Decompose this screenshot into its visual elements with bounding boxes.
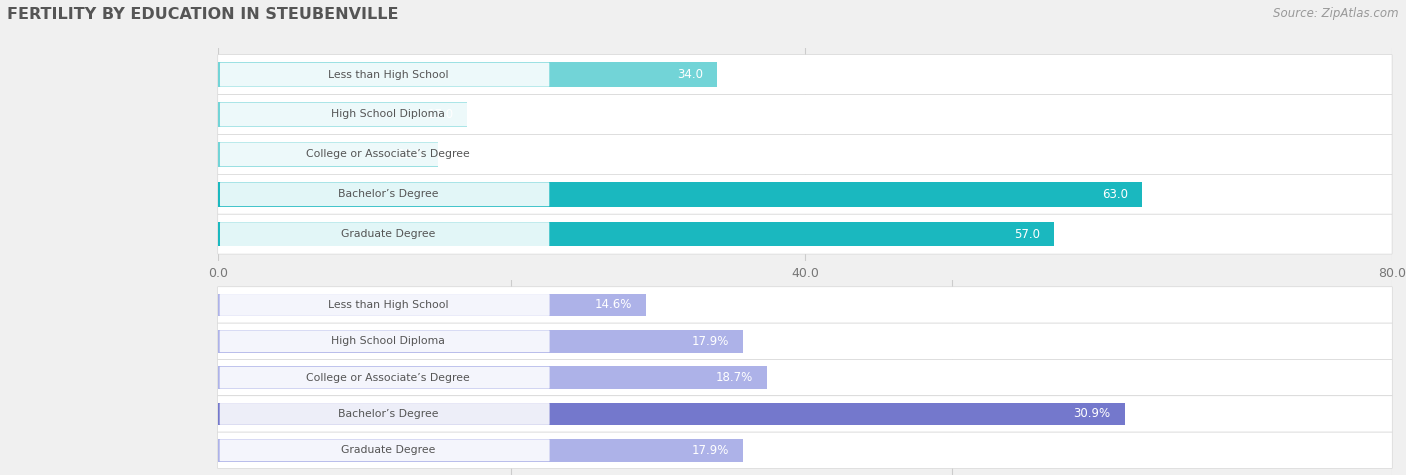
FancyBboxPatch shape	[218, 55, 1392, 95]
Bar	[218, 403, 1125, 425]
FancyBboxPatch shape	[219, 222, 550, 246]
Bar	[218, 439, 744, 462]
Text: 17.0: 17.0	[427, 108, 453, 121]
Text: High School Diploma: High School Diploma	[332, 110, 446, 120]
FancyBboxPatch shape	[219, 331, 550, 352]
Bar	[218, 62, 717, 87]
FancyBboxPatch shape	[219, 439, 550, 461]
Text: Source: ZipAtlas.com: Source: ZipAtlas.com	[1274, 7, 1399, 20]
FancyBboxPatch shape	[219, 294, 550, 316]
Text: 17.9%: 17.9%	[692, 444, 730, 457]
Text: 14.6%: 14.6%	[595, 298, 633, 312]
Text: Bachelor’s Degree: Bachelor’s Degree	[337, 409, 439, 419]
FancyBboxPatch shape	[219, 403, 550, 425]
Text: Graduate Degree: Graduate Degree	[342, 229, 436, 239]
FancyBboxPatch shape	[218, 432, 1392, 468]
FancyBboxPatch shape	[218, 174, 1392, 214]
Text: 57.0: 57.0	[1014, 228, 1040, 241]
FancyBboxPatch shape	[218, 214, 1392, 254]
Text: 18.7%: 18.7%	[716, 371, 752, 384]
FancyBboxPatch shape	[219, 103, 550, 126]
FancyBboxPatch shape	[218, 323, 1392, 360]
FancyBboxPatch shape	[218, 134, 1392, 174]
Text: 34.0: 34.0	[676, 68, 703, 81]
Text: 30.9%: 30.9%	[1074, 408, 1111, 420]
FancyBboxPatch shape	[219, 367, 550, 389]
Text: FERTILITY BY EDUCATION IN STEUBENVILLE: FERTILITY BY EDUCATION IN STEUBENVILLE	[7, 7, 398, 22]
Bar	[218, 366, 766, 389]
FancyBboxPatch shape	[219, 63, 550, 86]
Text: 17.9%: 17.9%	[692, 335, 730, 348]
Text: College or Associate’s Degree: College or Associate’s Degree	[307, 372, 470, 383]
FancyBboxPatch shape	[218, 95, 1392, 134]
Text: 63.0: 63.0	[1102, 188, 1129, 201]
FancyBboxPatch shape	[218, 396, 1392, 432]
Bar	[218, 294, 647, 316]
Bar	[218, 142, 439, 167]
FancyBboxPatch shape	[218, 287, 1392, 323]
Text: Graduate Degree: Graduate Degree	[342, 445, 436, 456]
Text: Less than High School: Less than High School	[328, 70, 449, 80]
Bar	[218, 102, 467, 127]
Bar	[218, 182, 1143, 207]
Text: College or Associate’s Degree: College or Associate’s Degree	[307, 149, 470, 160]
FancyBboxPatch shape	[219, 182, 550, 206]
FancyBboxPatch shape	[219, 142, 550, 166]
FancyBboxPatch shape	[218, 360, 1392, 396]
Text: Bachelor’s Degree: Bachelor’s Degree	[337, 189, 439, 199]
Text: Less than High School: Less than High School	[328, 300, 449, 310]
Bar	[218, 330, 744, 352]
Text: High School Diploma: High School Diploma	[332, 336, 446, 346]
Text: 15.0: 15.0	[398, 148, 425, 161]
Bar	[218, 222, 1054, 247]
